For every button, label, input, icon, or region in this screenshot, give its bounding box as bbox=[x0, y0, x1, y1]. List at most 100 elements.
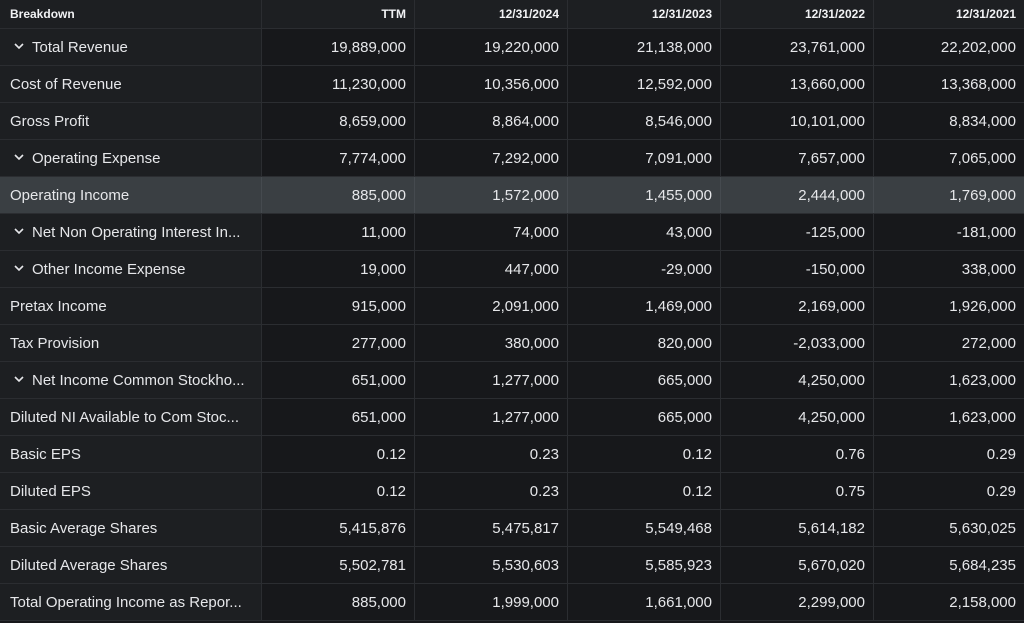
value-cell: 21,138,000 bbox=[568, 29, 721, 65]
row-label: Pretax Income bbox=[0, 288, 262, 324]
value-cell: 19,889,000 bbox=[262, 29, 415, 65]
value-cell: 1,999,000 bbox=[415, 584, 568, 620]
value-cell: 19,000 bbox=[262, 251, 415, 287]
table-row: Operating Income 885,000 1,572,000 1,455,00… bbox=[0, 177, 1024, 214]
row-label: Cost of Revenue bbox=[0, 66, 262, 102]
value-cell: 0.12 bbox=[262, 436, 415, 472]
row-label: Tax Provision bbox=[0, 325, 262, 361]
row-label[interactable]: Net Non Operating Interest In... bbox=[0, 214, 262, 250]
row-label-text: Operating Expense bbox=[32, 149, 161, 167]
table-row: Diluted Average Shares 5,502,781 5,530,603… bbox=[0, 547, 1024, 584]
value-cell: 8,546,000 bbox=[568, 103, 721, 139]
value-cell: 8,864,000 bbox=[415, 103, 568, 139]
value-cell: 2,169,000 bbox=[721, 288, 874, 324]
value-cell: 43,000 bbox=[568, 214, 721, 250]
value-cell: 277,000 bbox=[262, 325, 415, 361]
table-row: Net Non Operating Interest In... 11,000 74… bbox=[0, 214, 1024, 251]
table-row: Other Income Expense 19,000 447,000 -29,000… bbox=[0, 251, 1024, 288]
value-cell: 5,585,923 bbox=[568, 547, 721, 583]
chevron-down-icon[interactable] bbox=[14, 264, 26, 272]
breakdown-header: Breakdown bbox=[0, 0, 262, 28]
value-cell: 0.23 bbox=[415, 436, 568, 472]
value-cell: 665,000 bbox=[568, 399, 721, 435]
value-cell: 0.29 bbox=[986, 445, 1016, 463]
value-cell: 0.29 bbox=[986, 482, 1016, 500]
row-label-text: Diluted Average Shares bbox=[10, 556, 168, 574]
table-row: Gross Profit 8,659,000 8,864,000 8,546,000 1… bbox=[0, 103, 1024, 140]
row-label-text: Basic EPS bbox=[10, 445, 81, 463]
row-label-text: Diluted NI Available to Com Stoc... bbox=[10, 408, 239, 426]
row-label: Gross Profit bbox=[0, 103, 262, 139]
value-cell: 12,592,000 bbox=[568, 66, 721, 102]
value-cell: 74,000 bbox=[415, 214, 568, 250]
chevron-down-icon[interactable] bbox=[14, 375, 26, 383]
value-cell: 2,091,000 bbox=[415, 288, 568, 324]
value-cell: 1,623,000 bbox=[949, 408, 1016, 426]
row-label[interactable]: Total Revenue bbox=[0, 29, 262, 65]
value-cell: -125,000 bbox=[721, 214, 874, 250]
value-cell: 1,661,000 bbox=[568, 584, 721, 620]
value-cell: 1,469,000 bbox=[568, 288, 721, 324]
table-header: Breakdown TTM 12/31/2024 12/31/2023 12/3… bbox=[0, 0, 1024, 29]
value-cell: 22,202,000 bbox=[940, 38, 1016, 56]
value-cell: -29,000 bbox=[568, 251, 721, 287]
value-cell: 820,000 bbox=[568, 325, 721, 361]
column-header-2024: 12/31/2024 bbox=[415, 0, 568, 28]
value-cell: 0.76 bbox=[721, 436, 874, 472]
value-cell: 338,000 bbox=[961, 260, 1016, 278]
table-row: Net Income Common Stockho... 651,000 1,277… bbox=[0, 362, 1024, 399]
value-cell: 885,000 bbox=[262, 177, 415, 213]
chevron-down-icon[interactable] bbox=[14, 153, 26, 161]
row-label[interactable]: Net Income Common Stockho... bbox=[0, 362, 262, 398]
row-label-text: Gross Profit bbox=[10, 112, 90, 130]
value-cell: 10,356,000 bbox=[415, 66, 568, 102]
value-cell: 5,502,781 bbox=[262, 547, 415, 583]
row-label[interactable]: Other Income Expense bbox=[0, 251, 262, 287]
value-cell: 13,368,000 bbox=[940, 75, 1016, 93]
value-cell: 7,091,000 bbox=[568, 140, 721, 176]
value-cell: 5,549,468 bbox=[568, 510, 721, 546]
value-cell: 2,444,000 bbox=[721, 177, 874, 213]
row-label-text: Total Operating Income as Repor... bbox=[10, 593, 242, 611]
value-cell: 23,761,000 bbox=[721, 29, 874, 65]
table-row: Basic EPS 0.12 0.23 0.12 0.76 0.29 bbox=[0, 436, 1024, 473]
value-cell: 5,614,182 bbox=[721, 510, 874, 546]
value-cell: 8,834,000 bbox=[949, 112, 1016, 130]
value-cell: 1,277,000 bbox=[415, 399, 568, 435]
value-cell: 651,000 bbox=[262, 399, 415, 435]
value-cell: 5,415,876 bbox=[262, 510, 415, 546]
table-row: Diluted EPS 0.12 0.23 0.12 0.75 0.29 bbox=[0, 473, 1024, 510]
value-cell: 7,065,000 bbox=[949, 149, 1016, 167]
row-label-text: Cost of Revenue bbox=[10, 75, 122, 93]
value-cell: 5,684,235 bbox=[949, 556, 1016, 574]
row-label[interactable]: Operating Expense bbox=[0, 140, 262, 176]
chevron-down-icon[interactable] bbox=[14, 42, 26, 50]
value-cell: 1,455,000 bbox=[568, 177, 721, 213]
chevron-down-icon[interactable] bbox=[14, 227, 26, 235]
value-cell: 0.12 bbox=[568, 436, 721, 472]
value-cell: 5,630,025 bbox=[949, 519, 1016, 537]
value-cell: 7,657,000 bbox=[721, 140, 874, 176]
value-cell: 7,774,000 bbox=[262, 140, 415, 176]
row-label: Basic Average Shares bbox=[0, 510, 262, 546]
value-cell: 0.75 bbox=[721, 473, 874, 509]
value-cell: -181,000 bbox=[956, 223, 1016, 241]
row-label: Diluted EPS bbox=[0, 473, 262, 509]
row-label: Total Operating Income as Repor... bbox=[0, 584, 262, 620]
value-cell: -2,033,000 bbox=[721, 325, 874, 361]
row-label-text: Basic Average Shares bbox=[10, 519, 158, 537]
column-header-2023: 12/31/2023 bbox=[568, 0, 721, 28]
value-cell: 5,670,020 bbox=[721, 547, 874, 583]
row-label-text: Operating Income bbox=[10, 186, 130, 204]
value-cell: 885,000 bbox=[262, 584, 415, 620]
value-cell: 11,230,000 bbox=[262, 66, 415, 102]
row-label-text: Net Income Common Stockho... bbox=[32, 371, 245, 389]
row-label-text: Net Non Operating Interest In... bbox=[32, 223, 241, 241]
value-cell: 447,000 bbox=[415, 251, 568, 287]
row-label: Basic EPS bbox=[0, 436, 262, 472]
value-cell: 8,659,000 bbox=[262, 103, 415, 139]
table-row: Operating Expense 7,774,000 7,292,000 7,091… bbox=[0, 140, 1024, 177]
column-header-2021: 12/31/2021 bbox=[955, 7, 1016, 21]
row-label-text: Total Revenue bbox=[32, 38, 128, 56]
